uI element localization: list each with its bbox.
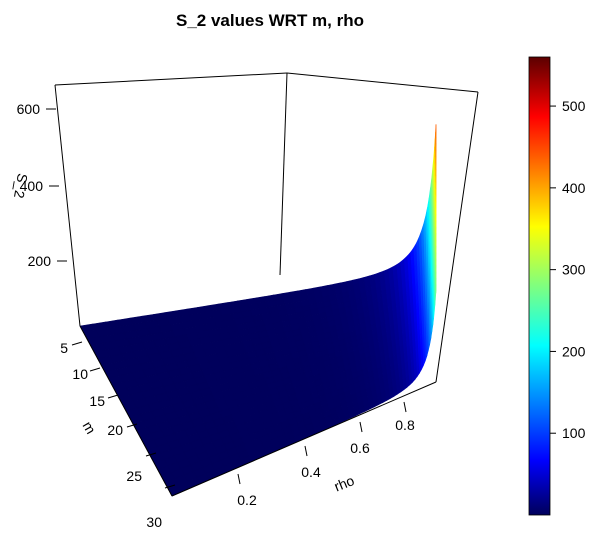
box-edge (435, 91, 479, 383)
m-tick-label: 30 (146, 514, 162, 530)
plot-box (54, 72, 479, 383)
rho-tick-label: 0.2 (237, 492, 257, 508)
front-edges (79, 325, 437, 497)
m-axis-label: m (79, 418, 99, 436)
colorbar-tick-label: 400 (562, 180, 586, 196)
rho-tick-label: 0.6 (350, 440, 370, 456)
rho-tick-label: 0.4 (301, 464, 321, 480)
surface-mesh (79, 124, 437, 497)
colorbar-tick-label: 500 (562, 98, 586, 114)
box-edge (54, 72, 288, 86)
chart-title: S_2 values WRT m, rho (176, 11, 364, 30)
box-edge (286, 72, 479, 93)
z-axis-label: S_2 (11, 172, 31, 200)
m-tick-mark (164, 484, 176, 489)
rho-tick-mark (237, 473, 241, 485)
colorbar: 100 200 300 400 500 (528, 56, 586, 516)
z-tick-label: 600 (17, 101, 41, 117)
colorbar-tick-label: 200 (562, 343, 586, 359)
rho-tick-label: 0.8 (395, 417, 415, 433)
front-edge-m (79, 325, 173, 497)
box-edge (279, 72, 288, 276)
box-edge (54, 84, 81, 327)
m-tick-label: 15 (89, 393, 105, 409)
z-tick-label: 200 (28, 253, 52, 269)
m-tick-mark (89, 367, 101, 372)
m-tick-label: 20 (107, 422, 123, 438)
m-tick-label: 10 (72, 366, 88, 382)
m-tick-mark (107, 394, 119, 399)
rho-tick-mark (359, 421, 363, 433)
m-tick-mark (145, 452, 157, 457)
colorbar-tick-label: 300 (562, 262, 586, 278)
z-axis: 600 400 200 S_2 (11, 101, 67, 269)
rho-axis-label: rho (332, 472, 357, 494)
front-edge-rho (171, 381, 437, 497)
colorbar-gradient (528, 56, 551, 516)
z-tick-label: 400 (20, 178, 44, 194)
m-tick-label: 25 (126, 468, 142, 484)
rho-axis: 0.2 0.4 0.6 0.8 rho (237, 401, 415, 508)
rho-tick-mark (304, 445, 308, 457)
m-tick-mark (71, 341, 83, 346)
colorbar-tick-label: 100 (562, 425, 586, 441)
m-tick-mark (126, 423, 138, 428)
rho-tick-mark (403, 401, 407, 413)
m-tick-label: 5 (60, 340, 68, 356)
